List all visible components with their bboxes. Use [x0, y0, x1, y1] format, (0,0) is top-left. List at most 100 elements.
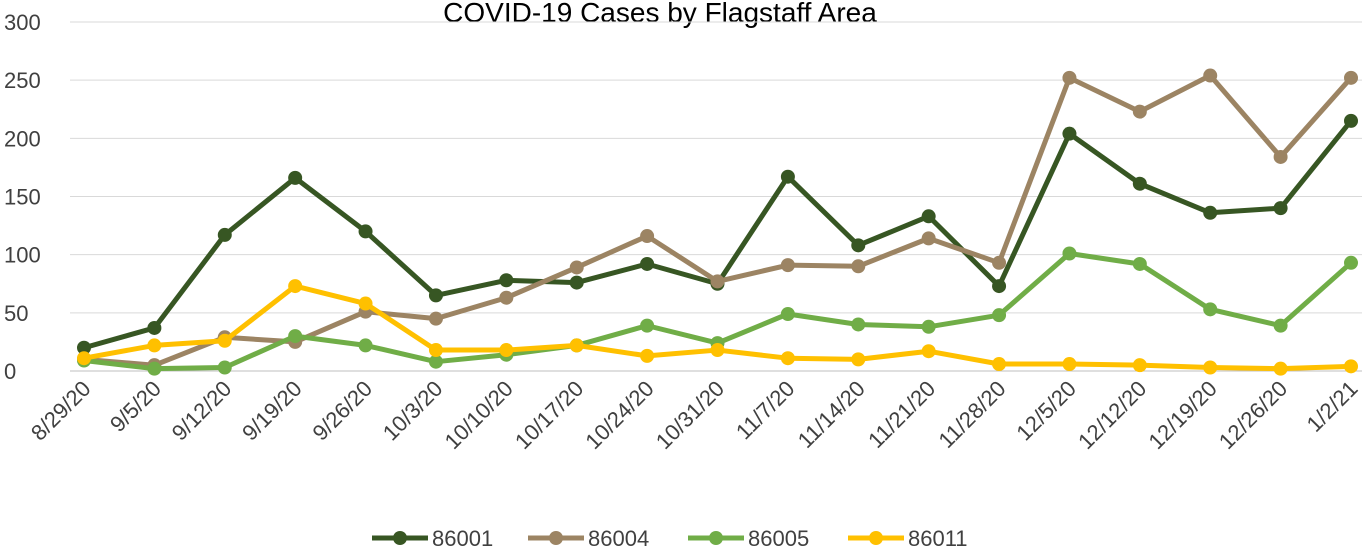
x-tick-label: 10/10/20 — [440, 376, 518, 454]
data-point — [992, 357, 1007, 372]
data-point — [1062, 70, 1077, 85]
y-tick-label: 200 — [4, 126, 41, 151]
data-point — [1203, 205, 1218, 220]
data-point — [921, 319, 936, 334]
data-point — [358, 296, 373, 311]
data-point — [851, 317, 866, 332]
data-point — [1132, 358, 1147, 373]
x-tick-label: 9/19/20 — [237, 376, 307, 446]
legend-marker — [869, 531, 883, 545]
data-point — [428, 343, 443, 358]
data-point — [1203, 68, 1218, 83]
series-line — [83, 73, 1353, 368]
data-point — [217, 227, 232, 242]
data-point — [1344, 70, 1358, 85]
legend-label: 86005 — [748, 526, 809, 551]
series-line — [83, 119, 1353, 351]
data-point — [780, 258, 795, 273]
data-point — [569, 338, 584, 353]
x-tick-label: 11/7/20 — [731, 376, 799, 444]
x-tick-label: 10/17/20 — [510, 376, 588, 454]
legend-marker — [393, 531, 407, 545]
data-point — [147, 320, 162, 335]
data-point — [1203, 360, 1218, 375]
data-point — [1273, 318, 1288, 333]
data-point — [851, 259, 866, 274]
x-tick-label: 12/19/20 — [1144, 376, 1222, 454]
data-point — [640, 318, 655, 333]
data-point — [710, 343, 725, 358]
data-point — [710, 274, 725, 289]
data-point — [77, 351, 91, 366]
data-point — [1344, 255, 1358, 270]
x-tick-label: 9/26/20 — [308, 376, 378, 446]
data-point — [1062, 126, 1077, 141]
data-point — [428, 354, 443, 369]
data-point — [1132, 256, 1147, 271]
x-tick-label: 9/12/20 — [167, 376, 237, 446]
y-tick-label: 0 — [4, 359, 16, 384]
data-point — [992, 279, 1007, 294]
x-tick-label: 1/2/21 — [1302, 376, 1362, 437]
data-point — [147, 338, 162, 353]
data-point — [921, 209, 936, 224]
legend-marker — [549, 531, 563, 545]
data-point — [217, 333, 232, 348]
data-point — [288, 329, 303, 344]
data-point — [288, 279, 303, 294]
data-point — [851, 352, 866, 367]
data-point — [569, 275, 584, 290]
data-point — [780, 351, 795, 366]
data-point — [640, 348, 655, 363]
data-point — [428, 311, 443, 326]
data-point — [1132, 104, 1147, 119]
y-tick-label: 50 — [4, 301, 28, 326]
x-tick-label: 11/28/20 — [934, 376, 1011, 453]
data-point — [780, 306, 795, 321]
x-tick-label: 9/5/20 — [105, 376, 166, 437]
x-tick-label: 10/31/20 — [651, 376, 729, 454]
x-tick-label: 12/5/20 — [1011, 376, 1081, 446]
legend-marker — [709, 531, 723, 545]
data-point — [1273, 361, 1288, 376]
data-point — [921, 231, 936, 246]
data-point — [288, 170, 303, 185]
data-point — [358, 338, 373, 353]
data-point — [992, 255, 1007, 270]
data-point — [147, 361, 162, 376]
legend-label: 86011 — [908, 526, 968, 551]
data-point — [1273, 201, 1288, 216]
x-tick-label: 10/24/20 — [580, 376, 658, 454]
data-point — [499, 273, 514, 288]
data-point — [1132, 176, 1147, 191]
data-point — [992, 308, 1007, 323]
data-point — [851, 238, 866, 253]
x-tick-label: 12/12/20 — [1073, 376, 1151, 454]
data-point — [1344, 113, 1358, 128]
legend-label: 86001 — [432, 526, 493, 551]
x-tick-label: 12/26/20 — [1214, 376, 1292, 454]
data-point — [499, 290, 514, 305]
data-point — [1344, 359, 1358, 374]
data-point — [569, 260, 584, 275]
data-point — [1203, 302, 1218, 317]
data-point — [358, 224, 373, 239]
data-point — [780, 169, 795, 184]
data-point — [217, 360, 232, 375]
x-tick-label: 8/29/20 — [26, 376, 96, 446]
data-point — [77, 340, 91, 355]
x-tick-label: 10/3/20 — [378, 376, 448, 446]
y-tick-label: 100 — [4, 243, 41, 268]
y-tick-label: 300 — [4, 10, 41, 35]
x-tick-label: 11/14/20 — [793, 376, 870, 453]
data-point — [1273, 149, 1288, 164]
data-point — [640, 229, 655, 244]
data-point — [1062, 357, 1077, 372]
data-point — [428, 288, 443, 303]
legend-label: 86004 — [588, 526, 649, 551]
data-point — [640, 256, 655, 271]
data-point — [1062, 246, 1077, 261]
x-tick-label: 11/21/20 — [863, 376, 940, 453]
chart-title: COVID-19 Cases by Flagstaff Area — [443, 0, 877, 28]
